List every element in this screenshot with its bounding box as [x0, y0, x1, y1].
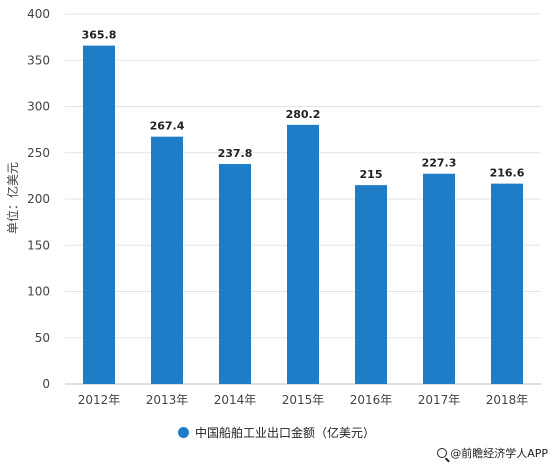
x-tick-label: 2017年: [418, 393, 461, 407]
data-label: 267.4: [150, 120, 185, 133]
data-labels: 365.8 267.4 237.8 280.2 215 227.3 216.6: [82, 29, 525, 181]
search-icon: [437, 448, 448, 458]
y-tick-label: 400: [27, 7, 50, 21]
data-label: 215: [360, 168, 383, 181]
source-text: @前瞻经济学人APP: [450, 447, 548, 460]
y-tick-label: 200: [27, 192, 50, 206]
data-label: 227.3: [422, 157, 457, 170]
y-axis-ticks: 0 50 100 150 200 250 300 350 400: [27, 7, 50, 391]
x-tick-label: 2016年: [350, 393, 393, 407]
bar: [151, 136, 183, 384]
x-tick-label: 2015年: [282, 393, 325, 407]
bar: [219, 164, 251, 384]
bar: [355, 185, 387, 384]
data-label: 237.8: [218, 147, 253, 160]
y-tick-label: 150: [27, 238, 50, 252]
legend: 中国船舶工业出口金额（亿美元）: [178, 424, 375, 441]
y-tick-label: 0: [42, 377, 50, 391]
bar: [83, 45, 115, 384]
x-tick-label: 2018年: [486, 393, 529, 407]
y-tick-label: 300: [27, 100, 50, 114]
data-label: 280.2: [286, 108, 321, 121]
legend-marker: [178, 427, 189, 438]
x-tick-label: 2012年: [78, 393, 121, 407]
y-tick-label: 350: [27, 53, 50, 67]
source-credit: @前瞻经济学人APP: [437, 445, 548, 461]
x-tick-label: 2014年: [214, 393, 257, 407]
legend-label: 中国船舶工业出口金额（亿美元）: [195, 426, 376, 440]
x-tick-label: 2013年: [146, 393, 189, 407]
y-tick-label: 50: [35, 331, 50, 345]
bar: [491, 183, 523, 384]
y-tick-label: 100: [27, 285, 50, 299]
data-label: 365.8: [82, 29, 117, 42]
data-label: 216.6: [490, 167, 525, 180]
y-tick-label: 250: [27, 146, 50, 160]
y-axis-label: 单位：亿美元: [5, 162, 20, 234]
bar: [423, 173, 455, 384]
bar: [287, 124, 319, 384]
bars: [83, 45, 523, 384]
x-axis-ticks: 2012年 2013年 2014年 2015年 2016年 2017年 2018年: [78, 393, 529, 407]
